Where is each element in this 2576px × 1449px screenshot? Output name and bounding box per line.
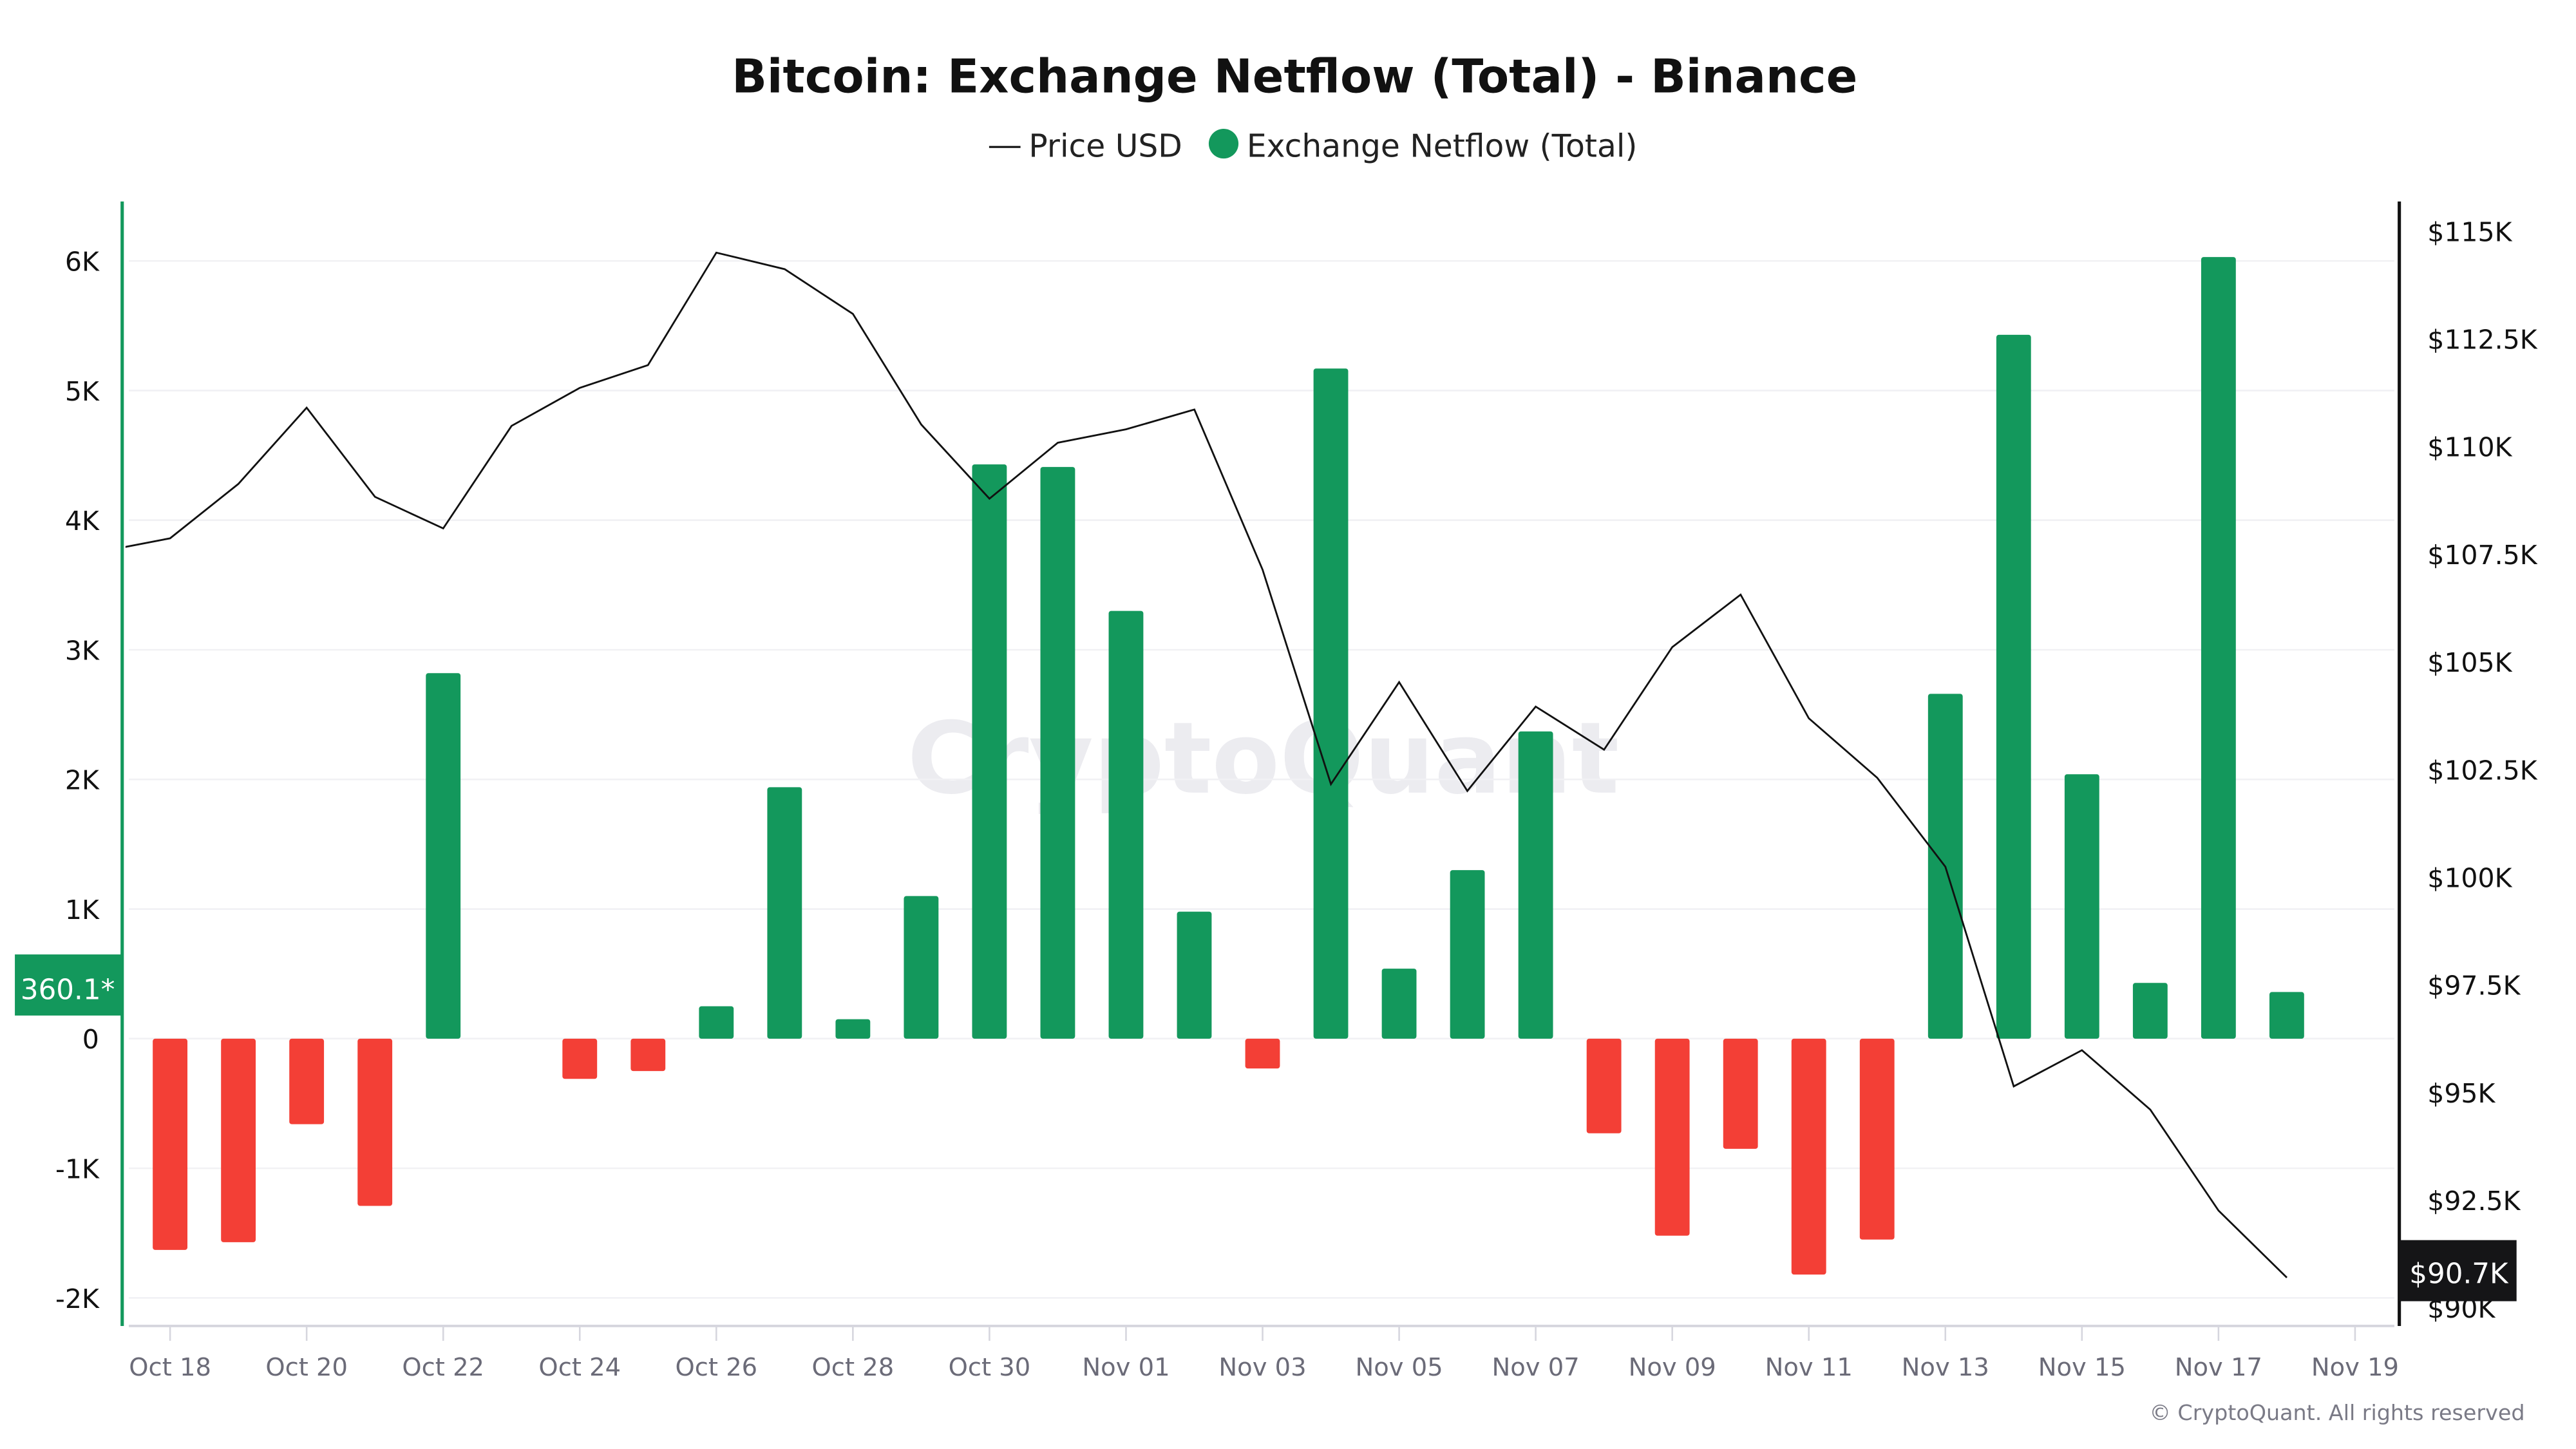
gridlines	[129, 260, 2394, 1299]
left-tick-label: 3K	[65, 635, 100, 666]
netflow-bar	[357, 1038, 393, 1206]
netflow-bar	[221, 1038, 256, 1242]
netflow-bar	[2201, 257, 2236, 1039]
last-price-badge: $90.7K	[2399, 1240, 2517, 1302]
left-tick-label: 5K	[65, 376, 100, 407]
last-price-value: $90.7K	[2409, 1258, 2509, 1290]
left-tick-label: -2K	[55, 1283, 100, 1314]
netflow-bar	[2269, 992, 2304, 1039]
x-tick-label: Oct 30	[949, 1353, 1031, 1382]
netflow-bar	[1654, 1038, 1690, 1236]
copyright: © CryptoQuant. All rights reserved	[2150, 1400, 2525, 1425]
netflow-bar	[767, 787, 802, 1039]
right-tick-label: $95K	[2427, 1078, 2496, 1109]
netflow-bar	[1859, 1038, 1895, 1240]
netflow-bar	[2132, 983, 2168, 1039]
left-tick-label: 0	[82, 1024, 99, 1055]
x-tick-label: Nov 17	[2175, 1353, 2262, 1382]
netflow-bar	[562, 1038, 598, 1079]
x-tick-label: Oct 22	[402, 1353, 484, 1382]
netflow-bar	[289, 1038, 325, 1124]
netflow-bar	[1040, 467, 1075, 1039]
right-tick-label: $112.5K	[2427, 325, 2538, 355]
x-tick-label: Oct 24	[538, 1353, 621, 1382]
right-tick-label: $105K	[2427, 647, 2512, 678]
netflow-bar	[426, 673, 461, 1039]
right-tick-label: $102.5K	[2427, 755, 2538, 786]
right-tick-label: $110K	[2427, 432, 2512, 463]
right-tick-label: $92.5K	[2427, 1186, 2521, 1217]
netflow-bar	[1313, 368, 1349, 1039]
netflow-bar	[630, 1038, 666, 1072]
right-tick-label: $100K	[2427, 862, 2512, 893]
x-tick-label: Oct 28	[812, 1353, 895, 1382]
netflow-bar	[1996, 334, 2031, 1039]
legend-netflow-dot-icon	[1208, 129, 1239, 159]
x-tick-label: Oct 20	[265, 1353, 348, 1382]
x-tick-label: Nov 09	[1629, 1353, 1716, 1382]
right-tick-label: $107.5K	[2427, 540, 2538, 571]
netflow-bar	[1791, 1038, 1826, 1275]
right-tick-label: $115K	[2427, 216, 2512, 247]
left-tick-label: 2K	[65, 765, 100, 796]
last-netflow-badge: 360.1*	[15, 954, 122, 1016]
netflow-bar	[904, 896, 939, 1039]
right-axis-ticks: $90K$92.5K$95K$97.5K$100K$102.5K$105K$10…	[2427, 216, 2538, 1324]
netflow-bar	[1108, 611, 1144, 1039]
netflow-bar	[699, 1006, 734, 1039]
netflow-bar	[153, 1038, 188, 1250]
legend-netflow-label: Exchange Netflow (Total)	[1247, 129, 1637, 165]
watermark: CryptoQuant	[907, 701, 1620, 817]
x-tick-label: Nov 03	[1218, 1353, 1306, 1382]
last-netflow-value: 360.1*	[21, 974, 115, 1006]
x-tick-label: Nov 05	[1355, 1353, 1443, 1382]
netflow-bar	[1723, 1038, 1758, 1149]
x-tick-label: Nov 07	[1492, 1353, 1580, 1382]
legend-price-label: Price USD	[1028, 129, 1182, 165]
netflow-bar	[1586, 1038, 1622, 1133]
x-tick-label: Nov 13	[1902, 1353, 1989, 1382]
legend: Price USD Exchange Netflow (Total)	[989, 129, 1637, 165]
x-axis-ticks: Oct 18 Oct 20 Oct 22 Oct 24 Oct 26 Oct 28 Oct …	[129, 1325, 2399, 1382]
left-tick-label: 1K	[65, 895, 100, 925]
netflow-bar	[1381, 969, 1417, 1039]
left-tick-label: 6K	[65, 247, 100, 278]
netflow-bar	[1177, 911, 1212, 1039]
x-tick-label: Nov 15	[2038, 1353, 2126, 1382]
x-tick-label: Oct 18	[129, 1353, 211, 1382]
netflow-bar	[835, 1019, 871, 1039]
netflow-bar	[1518, 731, 1553, 1039]
x-tick-label: Oct 26	[675, 1353, 757, 1382]
netflow-bar	[1245, 1038, 1280, 1069]
netflow-bar	[972, 464, 1007, 1039]
right-tick-label: $97.5K	[2427, 971, 2521, 1001]
price-line	[125, 251, 2288, 1278]
x-tick-label: Nov 19	[2311, 1353, 2399, 1382]
left-tick-label: 4K	[65, 506, 100, 536]
x-tick-label: Nov 01	[1082, 1353, 1170, 1382]
chart-title: Bitcoin: Exchange Netflow (Total) - Bina…	[732, 50, 1857, 104]
netflow-bar	[1450, 870, 1485, 1039]
left-tick-label: -1K	[55, 1153, 100, 1184]
left-axis-ticks: -2K -1K 0 1K 2K 3K 4K 5K 6K	[55, 247, 100, 1314]
netflow-bars	[153, 257, 2304, 1275]
x-tick-label: Nov 11	[1765, 1353, 1853, 1382]
netflow-bar	[2064, 774, 2099, 1039]
